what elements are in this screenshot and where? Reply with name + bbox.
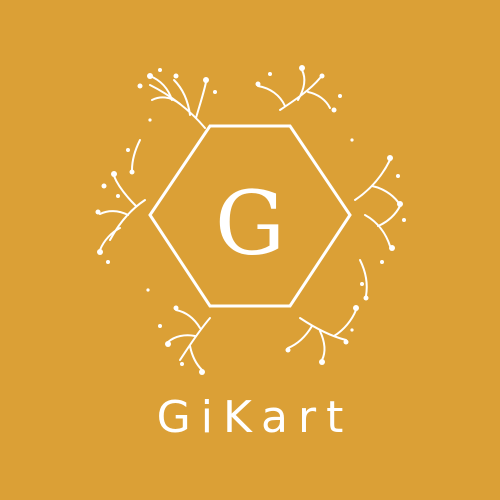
hexagon-frame <box>148 124 352 308</box>
floral-dots <box>95 65 406 375</box>
monogram-letter: G <box>215 172 285 275</box>
floral-wreath <box>99 69 401 371</box>
brand-wordmark: GiKart <box>156 392 354 443</box>
